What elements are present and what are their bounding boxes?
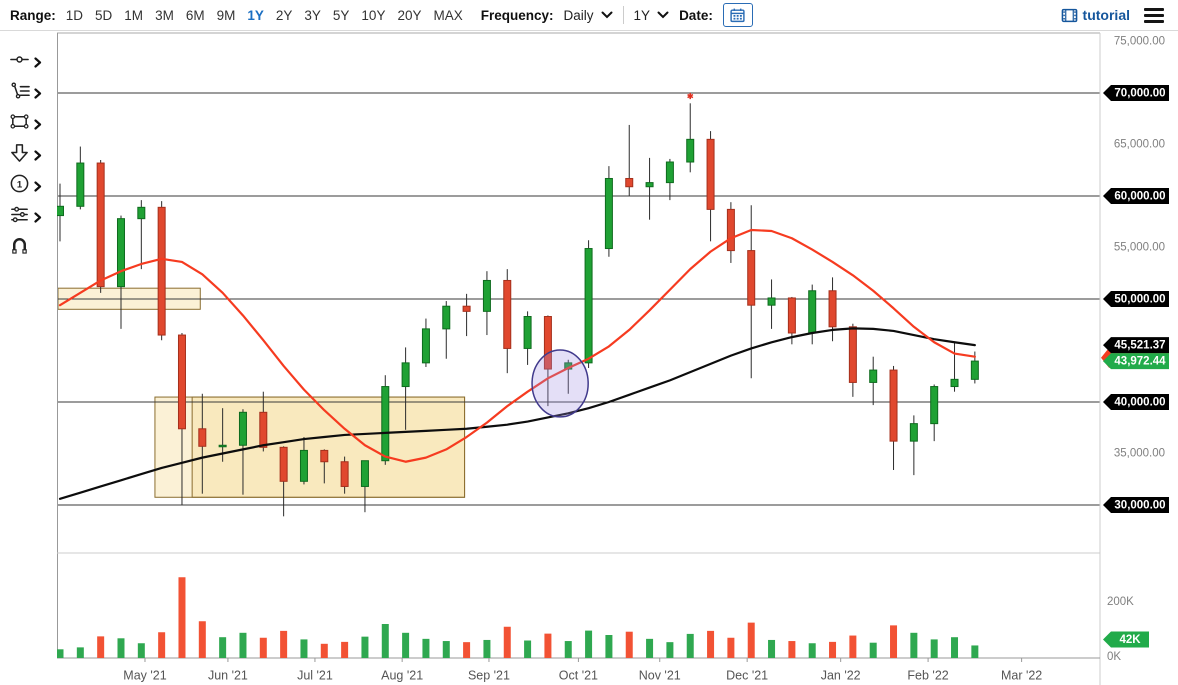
range-9m[interactable]: 9M bbox=[216, 7, 236, 23]
svg-text:Oct '21: Oct '21 bbox=[559, 668, 598, 682]
tutorial-link[interactable]: tutorial bbox=[1061, 7, 1130, 23]
svg-text:Feb '22: Feb '22 bbox=[907, 668, 948, 682]
chevron-right-icon bbox=[34, 149, 42, 161]
svg-text:50,000.00: 50,000.00 bbox=[1114, 294, 1165, 306]
annotation-rectangles bbox=[57, 287, 466, 498]
range-5d[interactable]: 5D bbox=[95, 7, 113, 23]
candles bbox=[57, 103, 979, 517]
svg-text:Aug '21: Aug '21 bbox=[381, 668, 423, 682]
sliders-icon bbox=[9, 204, 30, 230]
svg-text:Sep '21: Sep '21 bbox=[468, 668, 510, 682]
magnet-tool[interactable] bbox=[9, 237, 57, 259]
toolbar-divider bbox=[622, 6, 624, 24]
range-3y[interactable]: 3Y bbox=[304, 7, 321, 23]
svg-text:42K: 42K bbox=[1119, 634, 1141, 646]
svg-text:65,000.00: 65,000.00 bbox=[1114, 139, 1165, 151]
period-value: 1Y bbox=[633, 7, 651, 23]
chevron-right-icon bbox=[34, 87, 42, 99]
magnet-icon bbox=[9, 235, 30, 261]
chevron-right-icon bbox=[34, 118, 42, 130]
film-icon bbox=[1061, 8, 1077, 22]
svg-text:Jul '21: Jul '21 bbox=[297, 668, 333, 682]
period-dropdown[interactable]: 1Y bbox=[634, 8, 670, 23]
svg-text:0K: 0K bbox=[1107, 651, 1121, 663]
date-picker-button[interactable] bbox=[722, 3, 753, 27]
frequency-value: Daily bbox=[563, 7, 594, 23]
svg-text:1: 1 bbox=[17, 179, 23, 190]
ma-fast-red-line bbox=[58, 228, 976, 463]
svg-text:43,972.44: 43,972.44 bbox=[1114, 356, 1166, 368]
hamburger-icon bbox=[1144, 7, 1164, 23]
svg-text:Jun '21: Jun '21 bbox=[208, 668, 248, 682]
range-selector: 1D 5D 1M 3M 6M 9M 1Y 2Y 3Y 5Y 10Y 20Y MAX bbox=[66, 8, 463, 23]
tutorial-label: tutorial bbox=[1082, 7, 1130, 23]
range-20y[interactable]: 20Y bbox=[397, 7, 422, 23]
svg-text:May '21: May '21 bbox=[123, 668, 166, 682]
date-label: Date: bbox=[679, 7, 713, 23]
range-1y[interactable]: 1Y bbox=[247, 7, 264, 23]
arrow-tool[interactable] bbox=[9, 144, 57, 166]
svg-text:75,000.00: 75,000.00 bbox=[1114, 36, 1165, 48]
svg-text:Dec '21: Dec '21 bbox=[726, 668, 768, 682]
y-axis-labels: 75,000.00 65,000.00 55,000.00 35,000.00 bbox=[1114, 36, 1165, 460]
svg-text:70,000.00: 70,000.00 bbox=[1114, 88, 1165, 100]
pattern-tool[interactable] bbox=[9, 82, 57, 104]
range-6m[interactable]: 6M bbox=[185, 7, 205, 23]
toolbar: Range: 1D 5D 1M 3M 6M 9M 1Y 2Y 3Y 5Y 10Y 20Y MAX Fre… bbox=[0, 0, 1178, 31]
volume-axis-labels: 200K 0K bbox=[1107, 596, 1134, 663]
svg-text:40,000.00: 40,000.00 bbox=[1114, 397, 1165, 409]
rectangle-tool[interactable] bbox=[9, 113, 57, 135]
chevron-right-icon bbox=[34, 180, 42, 192]
svg-text:35,000.00: 35,000.00 bbox=[1114, 448, 1165, 460]
ellipse-annotation bbox=[531, 349, 589, 418]
chevron-right-icon bbox=[34, 56, 42, 68]
ma-slow-black-line bbox=[58, 327, 976, 500]
frequency-dropdown[interactable]: Daily bbox=[564, 8, 613, 23]
range-5y[interactable]: 5Y bbox=[332, 7, 350, 23]
svg-text:55,000.00: 55,000.00 bbox=[1114, 242, 1165, 254]
svg-text:Nov '21: Nov '21 bbox=[639, 668, 681, 682]
range-3m[interactable]: 3M bbox=[155, 7, 174, 23]
svg-text:45,521.37: 45,521.37 bbox=[1114, 340, 1165, 352]
numberone-icon: 1 bbox=[9, 173, 30, 199]
svg-text:200K: 200K bbox=[1107, 596, 1134, 608]
trendline-icon bbox=[9, 49, 30, 75]
svg-text:60,000.00: 60,000.00 bbox=[1114, 191, 1165, 203]
x-axis-labels: May '21 Jun '21 Jul '21 Aug '21 Sep '21 Oct '… bbox=[123, 658, 1042, 682]
menu-button[interactable] bbox=[1140, 6, 1168, 25]
svg-text:✱: ✱ bbox=[687, 92, 694, 101]
frequency-label: Frequency: bbox=[480, 7, 554, 23]
arrow-icon bbox=[9, 142, 30, 168]
calendar-icon bbox=[730, 8, 745, 23]
svg-text:Mar '22: Mar '22 bbox=[1001, 668, 1042, 682]
volume-bars bbox=[57, 577, 979, 658]
price-badges: 70,000.00 60,000.00 50,000.00 40,000.00 30,0… bbox=[1101, 84, 1169, 648]
candlestick-chart[interactable]: ✱ 75,000.00 65,000.00 55,000.00 35,000.00 200… bbox=[57, 31, 1178, 685]
number-annotation-tool[interactable]: 1 bbox=[9, 173, 57, 199]
pattern-icon bbox=[9, 80, 30, 106]
rectangle-icon bbox=[9, 111, 30, 137]
range-10y[interactable]: 10Y bbox=[361, 7, 386, 23]
panel-borders bbox=[57, 32, 1101, 685]
range-label: Range: bbox=[10, 7, 56, 23]
chevron-down-icon bbox=[657, 11, 669, 19]
range-2y[interactable]: 2Y bbox=[275, 7, 293, 23]
range-1m[interactable]: 1M bbox=[124, 7, 144, 23]
indicator-slider-tool[interactable] bbox=[9, 206, 57, 228]
range-max[interactable]: MAX bbox=[433, 7, 463, 23]
marker-annotation: ✱ bbox=[687, 92, 694, 101]
range-1d[interactable]: 1D bbox=[65, 7, 84, 23]
drawing-toolbar: 1 bbox=[0, 31, 57, 685]
chevron-down-icon bbox=[601, 11, 613, 19]
svg-text:Jan '22: Jan '22 bbox=[821, 668, 861, 682]
price-gridlines bbox=[57, 92, 1100, 506]
chevron-right-icon bbox=[34, 211, 42, 223]
trendline-tool[interactable] bbox=[9, 51, 57, 73]
svg-text:30,000.00: 30,000.00 bbox=[1114, 500, 1165, 512]
main-area: 1 ✱ 75,000.00 65,000.00 55,000.00 35,000.00 2… bbox=[0, 31, 1178, 685]
